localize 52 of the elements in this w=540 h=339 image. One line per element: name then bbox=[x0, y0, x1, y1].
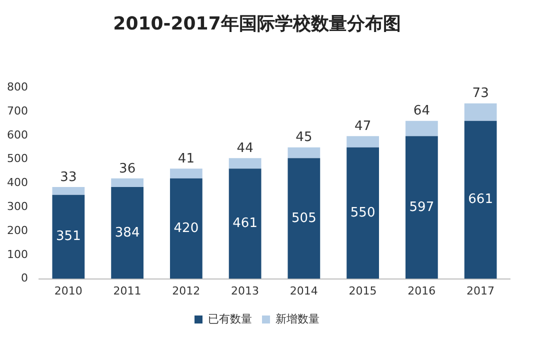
data-label: 597 bbox=[409, 200, 434, 215]
data-label: 420 bbox=[174, 220, 199, 236]
bar bbox=[228, 158, 262, 169]
data-label: 45 bbox=[296, 130, 312, 146]
y-tick-label: 800 bbox=[6, 80, 28, 94]
bar bbox=[111, 178, 144, 188]
bar bbox=[52, 187, 85, 195]
data-label: 461 bbox=[232, 216, 258, 232]
bar bbox=[111, 187, 144, 279]
data-label: 73 bbox=[472, 86, 489, 102]
data-label: 33 bbox=[60, 170, 77, 185]
data-label: 44 bbox=[236, 140, 254, 156]
y-tick-label: 500 bbox=[6, 152, 28, 166]
bar bbox=[288, 147, 320, 158]
legend-label: 已有数量 bbox=[208, 312, 252, 326]
x-tick-label: 2017 bbox=[466, 284, 495, 298]
y-tick-label: 100 bbox=[6, 248, 28, 261]
x-tick-label: 2010 bbox=[54, 284, 82, 298]
x-tick-label: 2016 bbox=[408, 284, 436, 298]
y-tick-label: 0 bbox=[20, 272, 28, 285]
data-label: 351 bbox=[56, 229, 81, 244]
bar bbox=[464, 103, 497, 121]
bar bbox=[346, 147, 379, 279]
data-label: 41 bbox=[178, 151, 194, 166]
x-tick-label: 2014 bbox=[290, 284, 318, 298]
bar bbox=[405, 120, 438, 136]
x-tick-label: 2012 bbox=[172, 284, 200, 298]
data-label: 550 bbox=[350, 205, 376, 220]
legend-label: 新增数量 bbox=[276, 312, 320, 326]
data-label: 661 bbox=[468, 192, 493, 208]
x-tick-label: 2011 bbox=[113, 284, 142, 298]
bar bbox=[346, 136, 379, 148]
bar bbox=[52, 194, 85, 279]
bar bbox=[405, 136, 438, 279]
y-tick-label: 200 bbox=[6, 224, 28, 237]
chart-title: 2010-2017年国际学校数量分布图 bbox=[113, 13, 401, 34]
bar bbox=[170, 178, 202, 279]
bar bbox=[464, 120, 497, 279]
y-tick-label: 600 bbox=[6, 128, 28, 142]
bar bbox=[170, 168, 202, 178]
bar bbox=[228, 168, 262, 279]
x-tick-label: 2013 bbox=[231, 284, 260, 298]
y-tick-label: 300 bbox=[6, 200, 28, 213]
x-tick-label: 2015 bbox=[348, 284, 377, 298]
data-label: 505 bbox=[292, 210, 316, 226]
data-label: 64 bbox=[413, 104, 430, 119]
data-label: 36 bbox=[119, 161, 136, 176]
y-tick-label: 700 bbox=[6, 104, 28, 118]
data-label: 47 bbox=[354, 118, 372, 134]
y-tick-label: 400 bbox=[6, 176, 28, 190]
data-label: 384 bbox=[114, 225, 140, 240]
bar bbox=[288, 158, 320, 279]
